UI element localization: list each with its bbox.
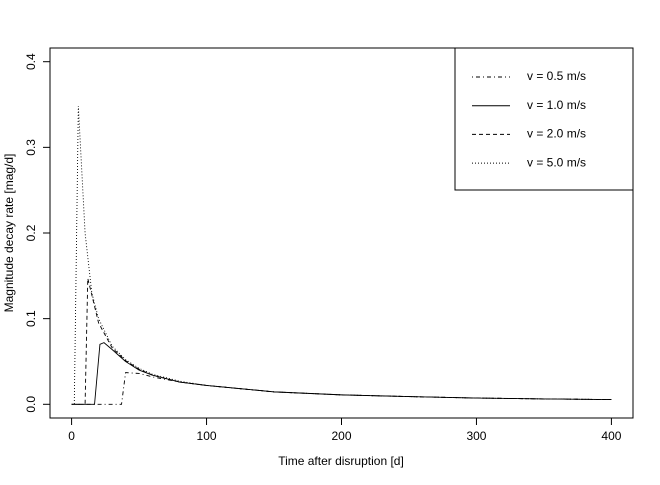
- legend-label: v = 1.0 m/s: [527, 98, 586, 112]
- y-tick-label: 0.1: [24, 310, 38, 327]
- line-series: [71, 342, 612, 405]
- x-axis-title: Time after disruption [d]: [278, 454, 404, 468]
- line-series: [71, 106, 612, 405]
- line-series: [71, 278, 612, 405]
- x-tick-label: 0: [68, 429, 75, 443]
- y-tick-label: 0.4: [24, 53, 38, 70]
- legend-box: [454, 47, 634, 191]
- legend-label: v = 5.0 m/s: [527, 155, 586, 169]
- x-tick-label: 200: [331, 429, 351, 443]
- y-tick-label: 0.0: [24, 396, 38, 413]
- y-tick-label: 0.2: [24, 224, 38, 241]
- legend-label: v = 2.0 m/s: [527, 127, 586, 141]
- x-tick-label: 300: [466, 429, 486, 443]
- x-tick-label: 400: [601, 429, 621, 443]
- y-axis-title: Magnitude decay rate [mag/d]: [2, 154, 16, 313]
- line-series: [71, 372, 612, 405]
- legend-label: v = 0.5 m/s: [527, 69, 586, 83]
- y-tick-label: 0.3: [24, 139, 38, 156]
- x-tick-label: 100: [197, 429, 217, 443]
